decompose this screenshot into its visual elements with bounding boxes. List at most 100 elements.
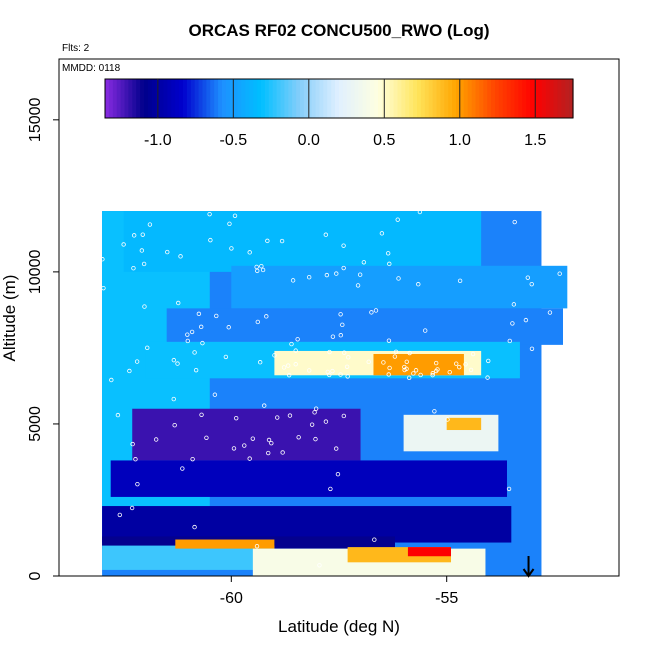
observation-point	[323, 232, 329, 237]
colorbar-segment	[280, 79, 285, 118]
colorbar-segment	[237, 79, 243, 118]
colorbar-segment	[405, 79, 410, 118]
colorbar-segment	[350, 79, 356, 118]
observation-point	[189, 329, 195, 335]
observation-point	[180, 466, 185, 471]
observation-point	[433, 360, 439, 366]
colorbar-segment	[417, 79, 422, 118]
observation-point	[115, 412, 121, 418]
colorbar-segment	[175, 79, 180, 118]
observation-point	[255, 319, 261, 325]
colorbar-segment	[171, 79, 176, 118]
colorbar-segment	[378, 79, 383, 118]
observation-point	[286, 372, 292, 378]
colorbar-segment	[257, 79, 262, 118]
observation-point	[313, 436, 318, 442]
observation-point	[510, 321, 515, 326]
plot-frame	[58, 58, 620, 577]
observation-point	[295, 337, 300, 342]
observation-point	[327, 372, 332, 378]
colorbar-segment	[448, 79, 453, 118]
observation-point	[445, 417, 450, 422]
colorbar-segment	[116, 79, 122, 118]
observation-point	[463, 362, 468, 367]
heatmap-region-18	[407, 547, 451, 557]
colorbar-segment	[502, 79, 508, 118]
x-axis-label: Latitude (deg N)	[278, 617, 400, 636]
colorbar-segment	[510, 79, 516, 118]
colorbar-segment	[475, 79, 480, 118]
observation-point	[262, 403, 267, 408]
colorbar-segment	[167, 79, 172, 118]
observation-point	[198, 324, 204, 330]
observation-point	[142, 304, 147, 309]
observation-point	[330, 334, 336, 339]
observation-point	[190, 456, 195, 462]
observation-point	[264, 314, 269, 319]
observation-point	[153, 437, 159, 442]
observation-point	[507, 338, 512, 344]
observation-point	[447, 369, 452, 375]
observation-point	[341, 413, 347, 419]
colorbar-segment	[327, 79, 332, 118]
observation-point	[131, 265, 136, 271]
y-tick-label: 5000	[27, 406, 44, 442]
observation-point	[338, 312, 343, 317]
colorbar-segment	[132, 79, 137, 118]
observation-point	[101, 285, 106, 291]
observation-point	[212, 392, 218, 397]
observation-point	[395, 217, 400, 222]
colorbar-segment	[206, 79, 211, 118]
colorbar-segment	[202, 79, 207, 118]
colorbar-segment	[518, 79, 523, 118]
observation-point	[334, 446, 339, 451]
colorbar-segment	[413, 79, 418, 118]
observation-point	[346, 355, 351, 360]
colorbar-segment	[526, 79, 531, 118]
colorbar-segment	[105, 79, 110, 118]
colorbar-segment	[452, 79, 457, 118]
observation-point	[296, 435, 301, 440]
observation-point	[312, 410, 317, 415]
observation-point	[269, 440, 274, 446]
colorbar-segment	[249, 79, 254, 118]
colorbar-segment	[346, 79, 352, 118]
colorbar-segment	[112, 79, 118, 118]
colorbar-segment	[272, 79, 278, 118]
observation-point	[247, 250, 252, 255]
heatmap-region-11	[110, 460, 507, 497]
colorbar-segment	[222, 79, 227, 118]
observation-point	[387, 365, 392, 371]
observation-point	[285, 363, 291, 368]
colorbar-segment	[331, 79, 336, 118]
colorbar-segment	[428, 79, 434, 118]
colorbar-segment	[432, 79, 438, 118]
observation-point	[341, 265, 346, 271]
colorbar-tick-label: -1.0	[144, 132, 172, 149]
colorbar-segment	[300, 79, 305, 118]
observation-point	[547, 310, 553, 315]
observation-point	[134, 359, 140, 364]
y-axis-label: Altitude (m)	[0, 275, 19, 362]
observation-point	[457, 364, 462, 370]
observation-point	[171, 357, 177, 363]
observation-point	[141, 261, 147, 267]
colorbar-segment	[409, 79, 414, 118]
observation-point	[129, 505, 135, 511]
observation-point	[406, 375, 412, 380]
observation-point	[266, 450, 271, 456]
observation-point	[229, 246, 234, 251]
colorbar-segment	[553, 79, 558, 118]
colorbar-segment	[339, 79, 344, 118]
observation-point	[386, 372, 391, 377]
colorbar-segment	[245, 79, 250, 118]
colorbar-segment	[120, 79, 126, 118]
observation-point	[214, 313, 219, 319]
colorbar-segment	[214, 79, 219, 118]
colorbar-segment	[506, 79, 512, 118]
observation-point	[196, 311, 202, 317]
observation-point	[423, 328, 428, 333]
colorbar-segment	[370, 79, 375, 118]
observation-point	[176, 300, 181, 306]
observation-point	[324, 272, 330, 278]
